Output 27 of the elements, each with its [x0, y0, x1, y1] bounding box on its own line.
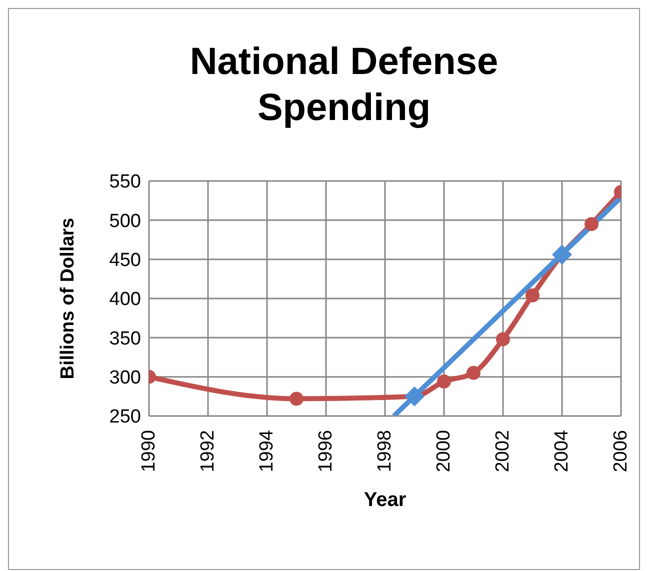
x-tick-label: 2004: [552, 430, 572, 472]
x-tick-label: 2002: [492, 430, 514, 472]
point: [526, 288, 540, 302]
x-tick-label: 1992: [198, 430, 218, 472]
x-tick-label: 2000: [434, 430, 454, 472]
x-tick-label: 1994: [256, 430, 278, 472]
x-axis-title: Year: [364, 489, 406, 511]
point: [552, 244, 572, 265]
y-tick-label: 450: [109, 250, 141, 272]
y-tick-label: 550: [109, 172, 141, 193]
y-tick-label: 250: [109, 406, 141, 428]
x-tick-label: 1990: [138, 430, 160, 472]
point: [404, 386, 424, 406]
point: [584, 217, 598, 232]
x-tick-label: 1996: [316, 430, 336, 472]
point: [466, 366, 480, 380]
point: [290, 392, 304, 406]
x-tick-label: 2006: [610, 430, 632, 472]
chart-title: National Defense Spending: [188, 40, 500, 131]
y-axis-title: Billions of Dollars: [58, 218, 79, 380]
y-tick-label: 500: [109, 210, 141, 232]
y-tick-label: 300: [109, 368, 141, 389]
point: [437, 374, 451, 389]
point: [496, 332, 510, 346]
y-tick-label: 350: [109, 328, 141, 350]
y-tick-label: 400: [109, 289, 141, 310]
x-tick-label: 1998: [374, 430, 396, 472]
